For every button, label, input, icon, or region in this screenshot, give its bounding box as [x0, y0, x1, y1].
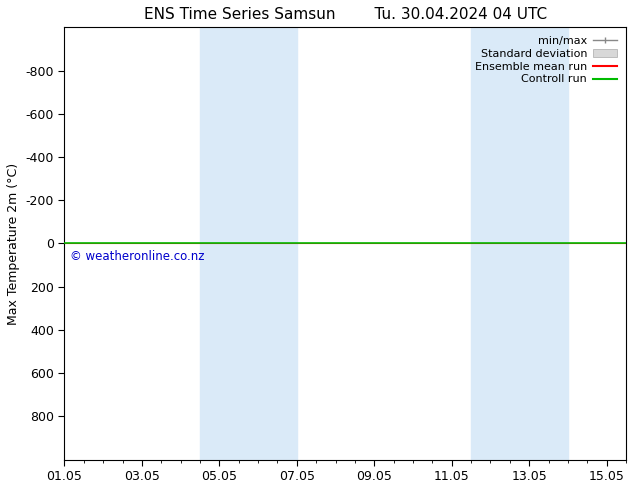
Bar	[200, 27, 297, 460]
Legend: min/max, Standard deviation, Ensemble mean run, Controll run: min/max, Standard deviation, Ensemble me…	[472, 33, 621, 88]
Bar	[471, 27, 568, 460]
Text: © weatheronline.co.nz: © weatheronline.co.nz	[70, 250, 205, 263]
Y-axis label: Max Temperature 2m (°C): Max Temperature 2m (°C)	[7, 162, 20, 324]
Title: ENS Time Series Samsun        Tu. 30.04.2024 04 UTC: ENS Time Series Samsun Tu. 30.04.2024 04…	[144, 7, 547, 22]
